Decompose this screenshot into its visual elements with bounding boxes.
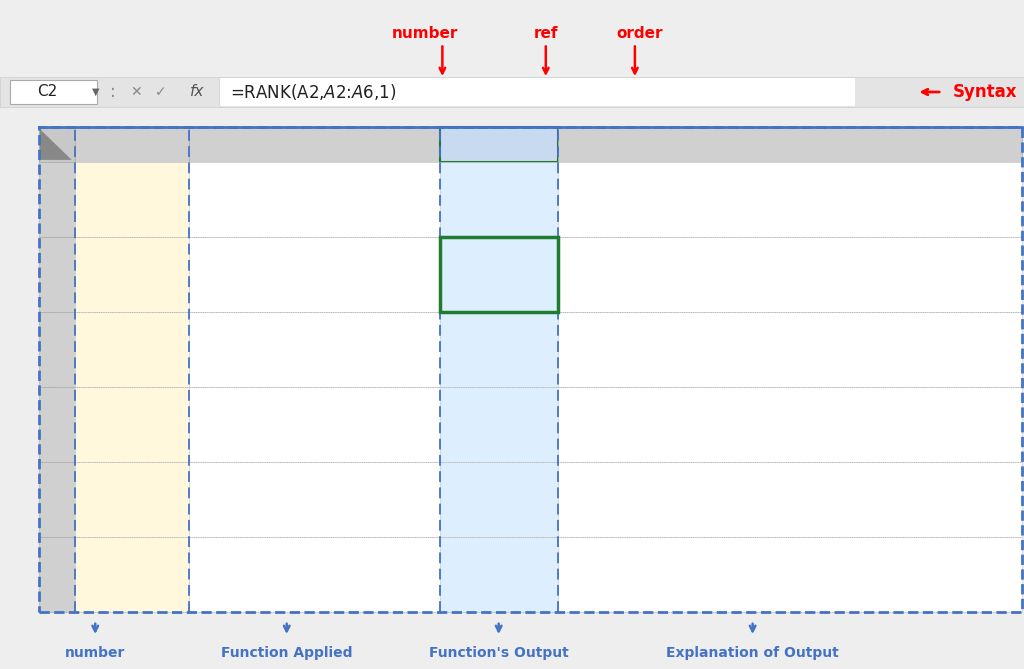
Text: Explanation of Output: Explanation of Output — [667, 646, 839, 660]
Text: i.e. 1=Rank1, 2=Rank2: i.e. 1=Rank1, 2=Rank2 — [566, 417, 729, 432]
Text: 2: 2 — [494, 415, 505, 434]
Text: ✓: ✓ — [155, 85, 167, 99]
Text: Function Applied: Function Applied — [221, 646, 352, 660]
Text: 1: 1 — [53, 220, 60, 233]
Bar — [440, 237, 558, 312]
Text: A: A — [126, 137, 138, 152]
Text: :: : — [110, 83, 116, 101]
Text: B: B — [309, 137, 321, 152]
Text: =RANK(A2,$A$2:$A$6,1): =RANK(A2,$A$2:$A$6,1) — [198, 266, 337, 283]
Bar — [39, 537, 75, 612]
Bar — [558, 312, 1022, 387]
Text: =RANK(A2,$A$2:$A$6,1): =RANK(A2,$A$2:$A$6,1) — [230, 82, 396, 102]
Bar — [440, 537, 558, 612]
Text: =RANK(A4,$A$2:$A$6,1): =RANK(A4,$A$2:$A$6,1) — [198, 416, 337, 433]
Text: 5: 5 — [494, 341, 505, 359]
Text: ▼: ▼ — [91, 87, 99, 97]
Text: =RANK(A3,$A$2:$A$6,1): =RANK(A3,$A$2:$A$6,1) — [198, 341, 337, 358]
Text: ✕: ✕ — [130, 85, 142, 99]
Text: 4: 4 — [53, 445, 60, 458]
Bar — [75, 462, 189, 537]
Text: C: C — [494, 137, 505, 152]
Text: number: number — [66, 646, 125, 660]
Text: 3: 3 — [53, 370, 60, 383]
Text: 3: 3 — [127, 266, 137, 284]
Text: 2: 2 — [127, 415, 137, 434]
Text: Formula Applied: Formula Applied — [251, 193, 379, 207]
Text: EXPLANATION: [order = 1] (Lowest value is ranked first): EXPLANATION: [order = 1] (Lowest value i… — [566, 193, 988, 206]
Text: 1: 1 — [494, 490, 505, 508]
Bar — [39, 237, 75, 312]
Bar — [39, 162, 75, 237]
Bar — [558, 387, 1022, 462]
Text: =RANK(A5,$A$2:$A$6,1): =RANK(A5,$A$2:$A$6,1) — [198, 491, 337, 508]
Text: =RANK(A6,$A$2:$A$6,1): =RANK(A6,$A$2:$A$6,1) — [198, 566, 337, 583]
Bar — [558, 237, 1022, 312]
Bar — [220, 78, 855, 106]
Bar — [189, 237, 440, 312]
Polygon shape — [40, 129, 72, 160]
Text: number: number — [102, 193, 162, 207]
Text: 2: 2 — [53, 295, 60, 308]
Text: i.e. 1=Rank1, 2=Rank2, 3=Rank3, 4=Rank4: i.e. 1=Rank1, 2=Rank2, 3=Rank3, 4=Rank4 — [566, 567, 876, 581]
Bar — [558, 162, 1022, 237]
Bar — [440, 312, 558, 387]
Text: i.e. 1=Rank1: i.e. 1=Rank1 — [566, 492, 656, 506]
Bar — [39, 462, 75, 537]
Bar — [75, 537, 189, 612]
Text: fx: fx — [190, 84, 205, 100]
Text: D: D — [783, 137, 797, 152]
Text: 5: 5 — [127, 341, 137, 359]
Bar — [39, 312, 75, 387]
Bar — [189, 312, 440, 387]
Bar — [558, 127, 1022, 162]
Bar — [558, 537, 1022, 612]
Bar — [189, 537, 440, 612]
Text: Syntax: Syntax — [952, 83, 1017, 101]
Bar — [189, 462, 440, 537]
Bar — [75, 237, 189, 312]
Bar — [189, 127, 440, 162]
Bar — [440, 237, 558, 312]
Bar — [440, 162, 558, 237]
Text: order: order — [616, 26, 664, 41]
Text: OUTPUT: OUTPUT — [467, 193, 531, 207]
Bar — [10, 80, 97, 104]
Text: i.e. 1=Rank1, 2=Rank2, 3=Rank3: i.e. 1=Rank1, 2=Rank2, 3=Rank3 — [566, 268, 802, 282]
Text: 5: 5 — [53, 520, 60, 533]
Bar — [75, 162, 189, 237]
Bar — [558, 462, 1022, 537]
Bar — [440, 462, 558, 537]
Bar — [440, 387, 558, 462]
Bar — [75, 127, 189, 162]
Text: ref: ref — [534, 26, 558, 41]
Text: Function's Output: Function's Output — [429, 646, 568, 660]
Text: 1: 1 — [127, 490, 137, 508]
Bar — [189, 162, 440, 237]
Text: 4: 4 — [494, 565, 505, 583]
Bar — [75, 312, 189, 387]
Bar — [189, 387, 440, 462]
Text: 4: 4 — [127, 565, 137, 583]
Bar — [39, 127, 1022, 612]
Bar — [75, 387, 189, 462]
Text: i.e. 1=Rank1, 2=Rank2, 3=Rank3, 4=Rank4, 5=Rank5: i.e. 1=Rank1, 2=Rank2, 3=Rank3, 4=Rank4,… — [566, 343, 948, 357]
Bar — [440, 127, 558, 162]
Text: number: number — [392, 26, 458, 41]
Bar — [39, 127, 75, 162]
Bar — [0, 77, 1024, 107]
Bar — [39, 387, 75, 462]
Text: C2: C2 — [37, 84, 57, 100]
Text: 3: 3 — [494, 266, 505, 284]
Text: 6: 6 — [53, 595, 60, 608]
